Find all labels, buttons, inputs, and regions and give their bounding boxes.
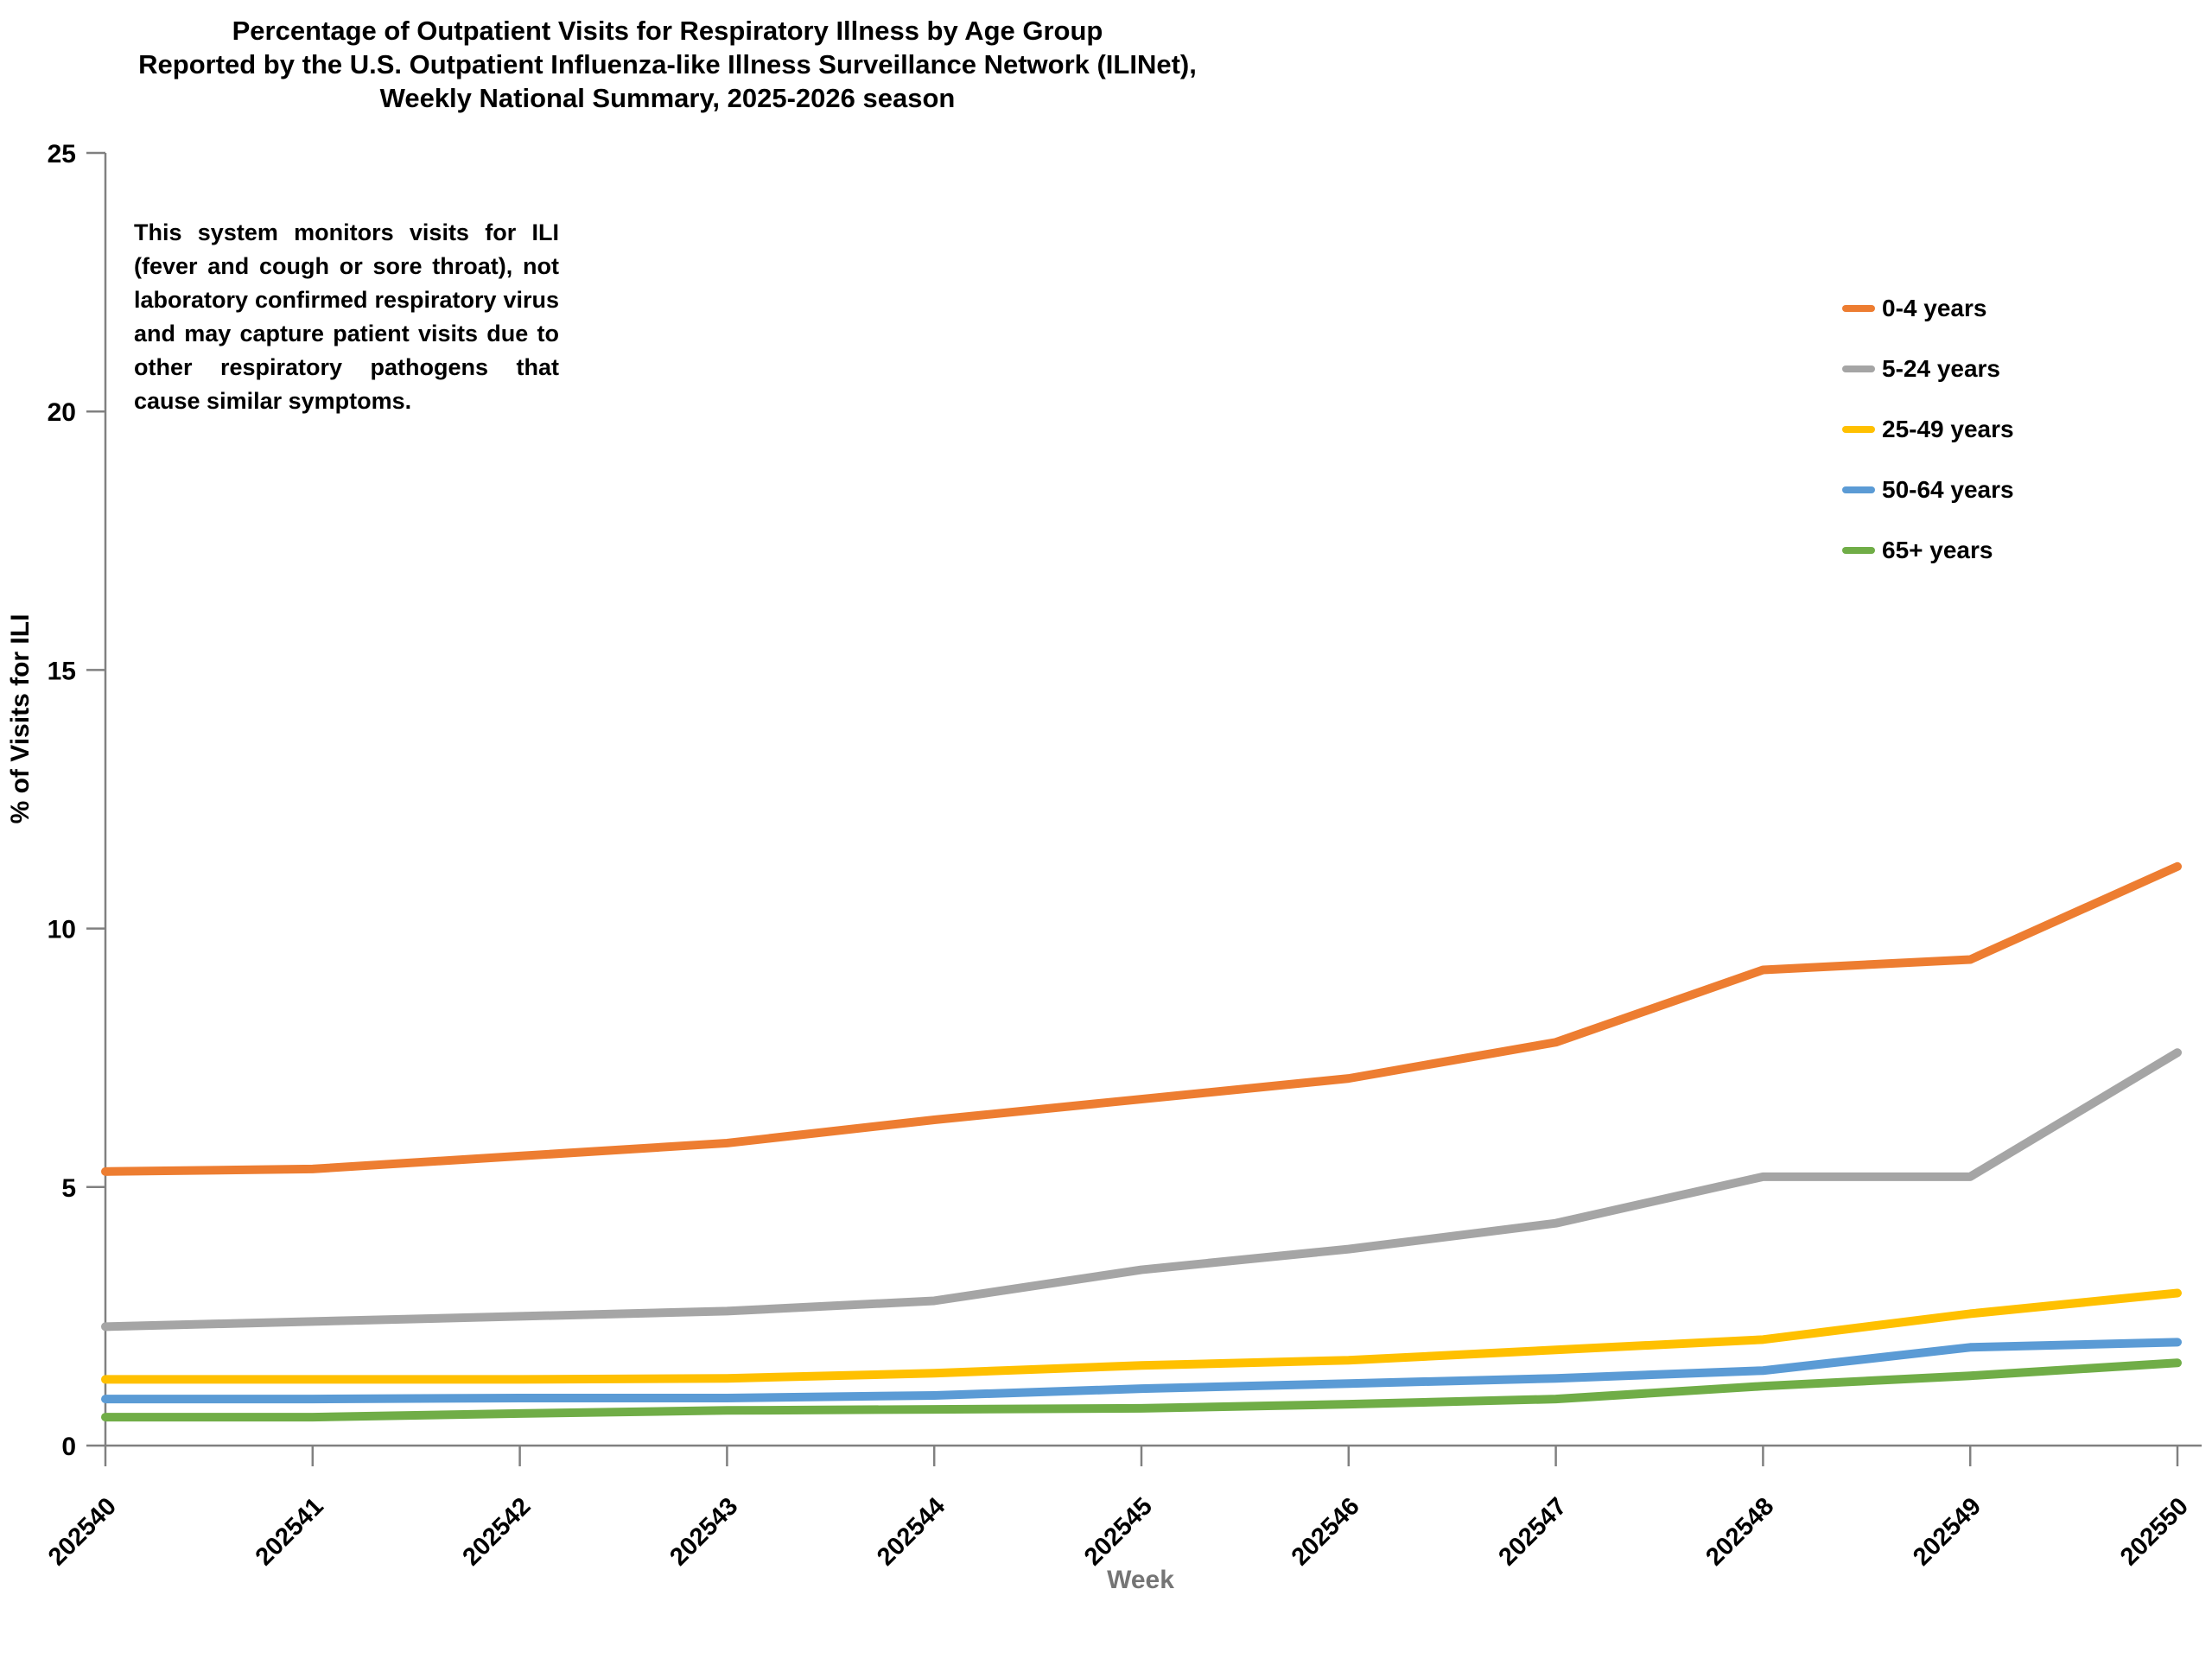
y-tick-label: 20	[48, 398, 76, 427]
legend-item-50-64-years: 50-64 years	[1842, 474, 2014, 506]
chart-title-line1: Percentage of Outpatient Visits for Resp…	[232, 16, 1103, 46]
y-tick-label: 0	[61, 1433, 76, 1461]
legend-item-65-years: 65+ years	[1842, 534, 2014, 567]
x-tick-label: 202543	[664, 1492, 743, 1571]
x-tick-label: 202550	[2115, 1492, 2194, 1571]
legend-label: 0-4 years	[1882, 295, 1987, 321]
series-line-0-4-years	[101, 861, 2182, 1176]
legend-line-swatch-icon	[1842, 365, 1875, 372]
x-tick-label: 202546	[1287, 1492, 1365, 1571]
x-axis-title: Week	[1107, 1566, 1174, 1594]
series-line-65-years	[101, 1358, 2182, 1422]
chart-title: Percentage of Outpatient Visits for Resp…	[0, 14, 1335, 115]
legend-label: 65+ years	[1882, 537, 1993, 563]
x-tick-label: 202547	[1493, 1492, 1572, 1571]
chart-legend: 0-4 years 5-24 years 25-49 years 50-64 year…	[1842, 292, 2014, 567]
x-tick-label: 202542	[457, 1492, 536, 1571]
x-tick-label: 202549	[1908, 1492, 1986, 1571]
legend-label: 5-24 years	[1882, 355, 2001, 382]
legend-item-0-4-years: 0-4 years	[1842, 292, 2014, 325]
y-tick-label: 15	[48, 657, 76, 685]
series-line-5-24-years	[101, 1048, 2182, 1332]
x-tick-label: 202541	[251, 1492, 329, 1571]
legend-line-swatch-icon	[1842, 547, 1875, 554]
legend-item-25-49-years: 25-49 years	[1842, 413, 2014, 446]
x-tick-label: 202545	[1079, 1492, 1158, 1571]
legend-item-5-24-years: 5-24 years	[1842, 353, 2014, 385]
legend-line-swatch-icon	[1842, 426, 1875, 433]
y-tick-label: 5	[61, 1174, 76, 1203]
legend-line-swatch-icon	[1842, 305, 1875, 312]
legend-label: 50-64 years	[1882, 476, 2014, 503]
x-tick-label: 202548	[1700, 1492, 1779, 1571]
y-axis-title: % of Visits for ILI	[6, 613, 35, 824]
series-line-25-49-years	[101, 1288, 2182, 1384]
chart-title-line2: Reported by the U.S. Outpatient Influenz…	[138, 49, 1197, 79]
series-line-50-64-years	[101, 1338, 2182, 1404]
y-tick-label: 25	[48, 140, 76, 168]
chart-title-line3: Weekly National Summary, 2025-2026 seaso…	[379, 83, 956, 113]
x-tick-label: 202544	[872, 1492, 950, 1571]
y-tick-label: 10	[48, 916, 76, 944]
legend-line-swatch-icon	[1842, 486, 1875, 493]
chart-annotation-note: This system monitors visits for ILI (fev…	[134, 219, 559, 414]
x-tick-label: 202540	[43, 1492, 122, 1571]
legend-label: 25-49 years	[1882, 416, 2014, 442]
